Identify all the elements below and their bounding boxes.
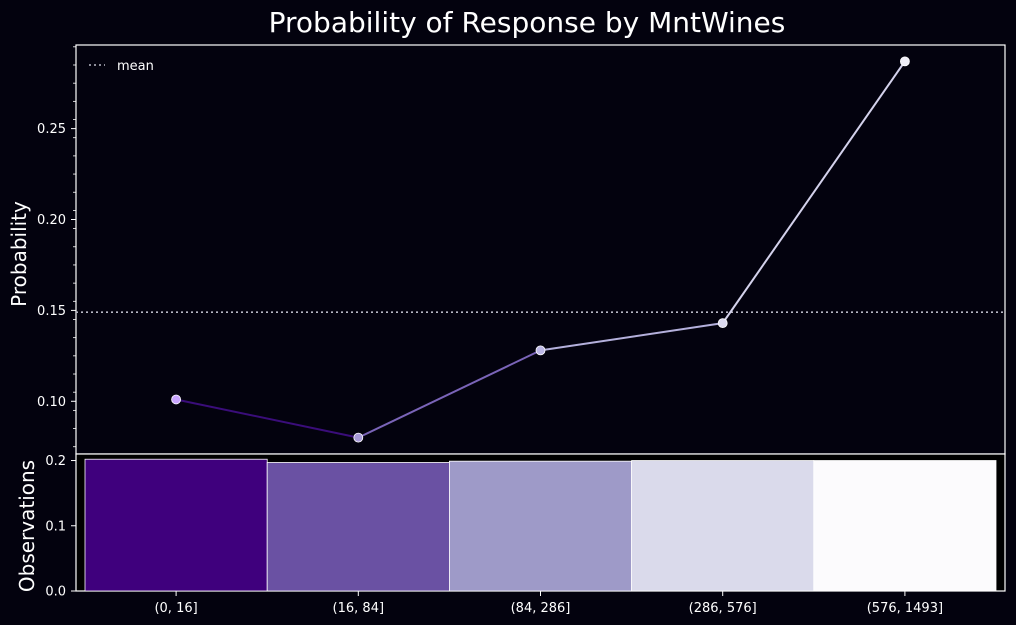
probability-panel: 0.10 0.15 0.20 0.25 mean Probability xyxy=(7,44,1006,455)
probability-y-tick-label: 0.10 xyxy=(37,395,66,410)
legend: mean xyxy=(89,59,154,74)
probability-axis-title: Probability xyxy=(7,201,31,307)
probability-point xyxy=(171,394,182,405)
observations-bar xyxy=(448,460,632,592)
probability-point xyxy=(717,318,728,329)
observations-panel: 0.0 0.1 0.2 (0, 16] (16, 84] (84, 286] (286, … xyxy=(15,453,1006,616)
probability-points xyxy=(171,56,910,443)
probability-point xyxy=(535,345,546,356)
observations-y-tick-label: 0.2 xyxy=(45,454,66,469)
observations-bar xyxy=(631,460,815,592)
probability-point xyxy=(900,56,910,67)
x-tick-label: (0, 16] xyxy=(154,601,197,616)
probability-axes-frame xyxy=(75,44,1006,455)
probability-point xyxy=(353,432,364,443)
chart-title: Probability of Response by MntWines xyxy=(269,6,786,39)
probability-line-segment xyxy=(357,349,541,439)
observations-axis-title: Observations xyxy=(15,460,39,592)
observations-y-tick-label: 0.0 xyxy=(45,585,66,600)
probability-y-ticks: 0.10 0.15 0.20 0.25 xyxy=(37,46,76,448)
legend-mean-label: mean xyxy=(117,59,154,74)
probability-y-tick-label: 0.20 xyxy=(37,213,66,228)
observations-bar xyxy=(813,460,997,592)
x-tick-label: (286, 576] xyxy=(689,601,757,616)
probability-y-tick-label: 0.25 xyxy=(37,122,66,137)
x-tick-label: (84, 286] xyxy=(511,601,571,616)
observations-y-tick-label: 0.1 xyxy=(45,519,66,534)
probability-line xyxy=(175,60,906,439)
probability-y-tick-label: 0.15 xyxy=(37,304,66,319)
observations-bar xyxy=(84,458,268,592)
probability-line-segment xyxy=(175,398,359,439)
probability-line-segment xyxy=(721,60,906,324)
observations-bar xyxy=(266,462,450,592)
observations-y-ticks: 0.0 0.1 0.2 xyxy=(45,454,76,600)
x-tick-label: (576, 1493] xyxy=(867,601,943,616)
x-tick-label: (16, 84] xyxy=(333,601,385,616)
observations-bars xyxy=(84,458,997,592)
x-axis-ticks: (0, 16] (16, 84] (84, 286] (286, 576] (576, … xyxy=(154,591,943,616)
probability-line-segment xyxy=(540,322,723,352)
